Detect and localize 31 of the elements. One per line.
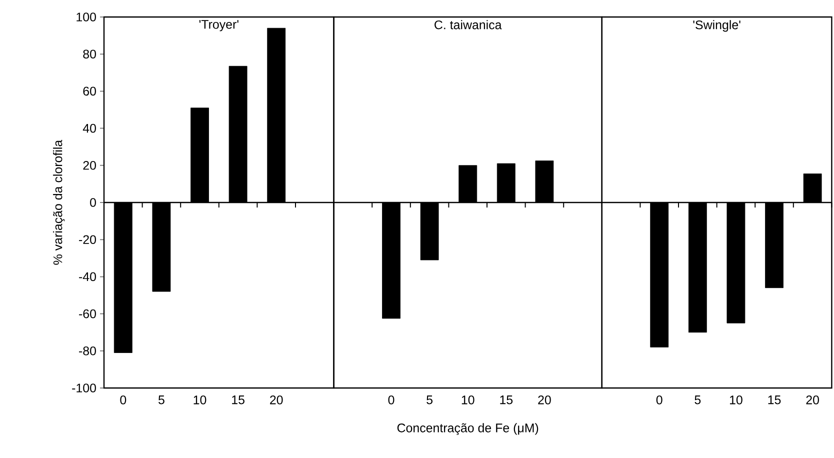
x-tick-label: 5 — [426, 396, 432, 404]
y-tick-label: -100 — [72, 384, 96, 392]
y-tick-label: -20 — [79, 235, 96, 244]
y-tick-label: 60 — [83, 86, 96, 96]
x-tick-label: 15 — [232, 396, 244, 404]
y-tick-label: -40 — [79, 272, 96, 282]
y-tick-label: 100 — [76, 12, 96, 22]
y-tick-label: -60 — [79, 309, 96, 318]
x-tick-label: 15 — [500, 396, 513, 404]
x-tick-label: 5 — [158, 396, 164, 404]
x-tick-label: 20 — [806, 396, 819, 404]
x-tick-label: 5 — [694, 396, 701, 404]
y-tick-label: 80 — [83, 50, 96, 59]
y-tick-label: 0 — [90, 198, 96, 207]
y-axis-title: % variação da clorofila — [53, 140, 65, 265]
x-tick-label: 0 — [656, 396, 662, 404]
chart-title: 'Troyer' — [199, 20, 238, 32]
x-tick-label: 0 — [120, 396, 126, 404]
x-tick-label: 10 — [194, 396, 206, 404]
x-axis-title: Concentração de Fe (μM) — [397, 423, 538, 435]
chart-title: 'Swingle' — [693, 20, 740, 32]
chart-title: C. taiwanica — [434, 20, 502, 30]
y-tick-label: -80 — [79, 346, 96, 356]
y-tick-label: 20 — [83, 160, 96, 170]
x-tick-label: 15 — [768, 396, 781, 404]
x-tick-label: 10 — [462, 396, 474, 404]
y-tick-label: 40 — [82, 124, 96, 133]
x-tick-label: 0 — [388, 396, 394, 404]
x-tick-label: 10 — [730, 396, 742, 404]
x-tick-label: 20 — [538, 396, 551, 404]
x-tick-label: 20 — [270, 396, 283, 404]
